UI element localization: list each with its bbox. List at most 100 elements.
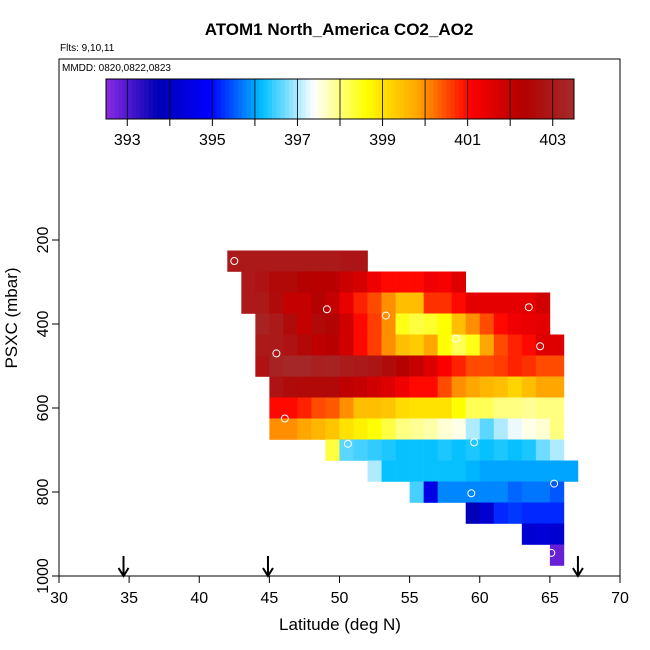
heatmap-cell	[255, 292, 270, 314]
flight-point	[272, 349, 281, 358]
chart-title: ATOM1 North_America CO2_AO2	[205, 20, 474, 39]
colorbar-segment	[531, 79, 537, 119]
colorbar-segment	[425, 79, 430, 119]
colorbar-segment	[229, 79, 235, 119]
heatmap-cell	[549, 334, 565, 356]
heatmap-cell	[367, 418, 382, 440]
heatmap-cell	[507, 418, 523, 440]
heatmap-cell	[269, 271, 284, 293]
heatmap-cell	[409, 334, 424, 356]
colorbar-segment	[178, 79, 183, 119]
heatmap-cell	[535, 418, 551, 440]
heatmap-cell	[451, 313, 467, 335]
colorbar-segment	[203, 79, 209, 119]
heatmap-cell	[521, 313, 537, 335]
colorbar-segment	[208, 79, 213, 119]
colorbar-segment	[140, 79, 145, 119]
heatmap-cell	[241, 250, 256, 272]
colorbar-segment	[246, 79, 252, 119]
heatmap-cell	[549, 439, 565, 461]
colorbar-segment	[480, 79, 486, 119]
colorbar-segment	[488, 79, 494, 119]
colorbar-segment	[505, 79, 511, 119]
heatmap-cell	[311, 334, 326, 356]
colorbar-segment	[131, 79, 137, 119]
colorbar-segment	[552, 79, 558, 119]
heatmap-cell	[311, 292, 326, 314]
heatmap-cell	[395, 355, 410, 377]
colorbar-segment	[152, 79, 158, 119]
colorbar-segment	[114, 79, 120, 119]
colorbar-segment	[420, 79, 426, 119]
heatmap-cell	[423, 313, 438, 335]
colorbar-segment	[318, 79, 324, 119]
heatmap-cell	[423, 355, 438, 377]
colorbar-segment	[340, 79, 345, 119]
heatmap-cell	[339, 355, 354, 377]
heatmap-cell	[255, 313, 270, 335]
colorbar-segment	[403, 79, 409, 119]
heatmap-cell	[535, 481, 551, 503]
heatmap-cell	[535, 460, 551, 482]
heatmap-cell	[521, 523, 537, 545]
heatmap-cell	[339, 292, 354, 314]
heatmap-cell	[325, 355, 340, 377]
heatmap-cell	[297, 418, 312, 440]
heatmap-cell	[451, 376, 467, 398]
heatmap-cell	[353, 292, 368, 314]
heatmap-cell	[451, 271, 467, 293]
colorbar-tick-label: 399	[369, 132, 396, 149]
heatmap-cell	[437, 376, 452, 398]
heatmap-cell	[493, 355, 509, 377]
heatmap-cell	[549, 397, 565, 419]
colorbar-segment	[271, 79, 277, 119]
colorbar-segment	[412, 79, 417, 119]
heatmap-cell	[311, 376, 326, 398]
heatmap-cell	[479, 418, 495, 440]
flight-point	[343, 439, 352, 448]
heatmap-cell	[451, 397, 467, 419]
heatmap-cell	[465, 418, 481, 440]
heatmap-cell	[493, 481, 509, 503]
heatmap-cell	[451, 418, 467, 440]
heatmap-cell	[395, 439, 410, 461]
heatmap-cell	[451, 439, 467, 461]
colorbar-segment	[237, 79, 243, 119]
heatmap-cell	[353, 313, 368, 335]
heatmap-cell	[283, 313, 298, 335]
heatmap-cell	[437, 334, 452, 356]
heatmap-cell	[283, 250, 298, 272]
heatmap-cell	[535, 523, 551, 545]
heatmap-cell	[339, 313, 354, 335]
heatmap-cell	[549, 523, 565, 545]
heatmap-cell	[535, 355, 551, 377]
heatmap-cell	[269, 313, 284, 335]
heatmap-cell	[297, 334, 312, 356]
colorbar-segment	[348, 79, 354, 119]
colorbar-segment	[459, 79, 464, 119]
colorbar-segment	[565, 79, 571, 119]
colorbar-segment	[212, 79, 218, 119]
colorbar-segment	[514, 79, 520, 119]
heatmap-cell	[493, 418, 509, 440]
heatmap-cell	[507, 313, 523, 335]
colorbar-tick-label: 397	[284, 132, 311, 149]
heatmap-cell	[395, 418, 410, 440]
heatmap-cell	[521, 460, 537, 482]
heatmap-cell	[283, 271, 298, 293]
colorbar-segment	[569, 79, 575, 119]
heatmap-cell	[241, 271, 256, 293]
heatmap-cell	[395, 397, 410, 419]
colorbar-segment	[527, 79, 532, 119]
heatmap-cell	[269, 376, 284, 398]
heatmap-cell	[437, 460, 452, 482]
heatmap-cell	[311, 355, 326, 377]
y-tick-label: 200	[35, 227, 52, 254]
colorbar-segment	[182, 79, 188, 119]
heatmap-cell	[493, 460, 509, 482]
heatmap-cell	[311, 250, 326, 272]
heatmap-cell	[409, 460, 424, 482]
colorbar-segment	[233, 79, 239, 119]
heatmap-cell	[283, 292, 298, 314]
heatmap-cell	[255, 334, 270, 356]
